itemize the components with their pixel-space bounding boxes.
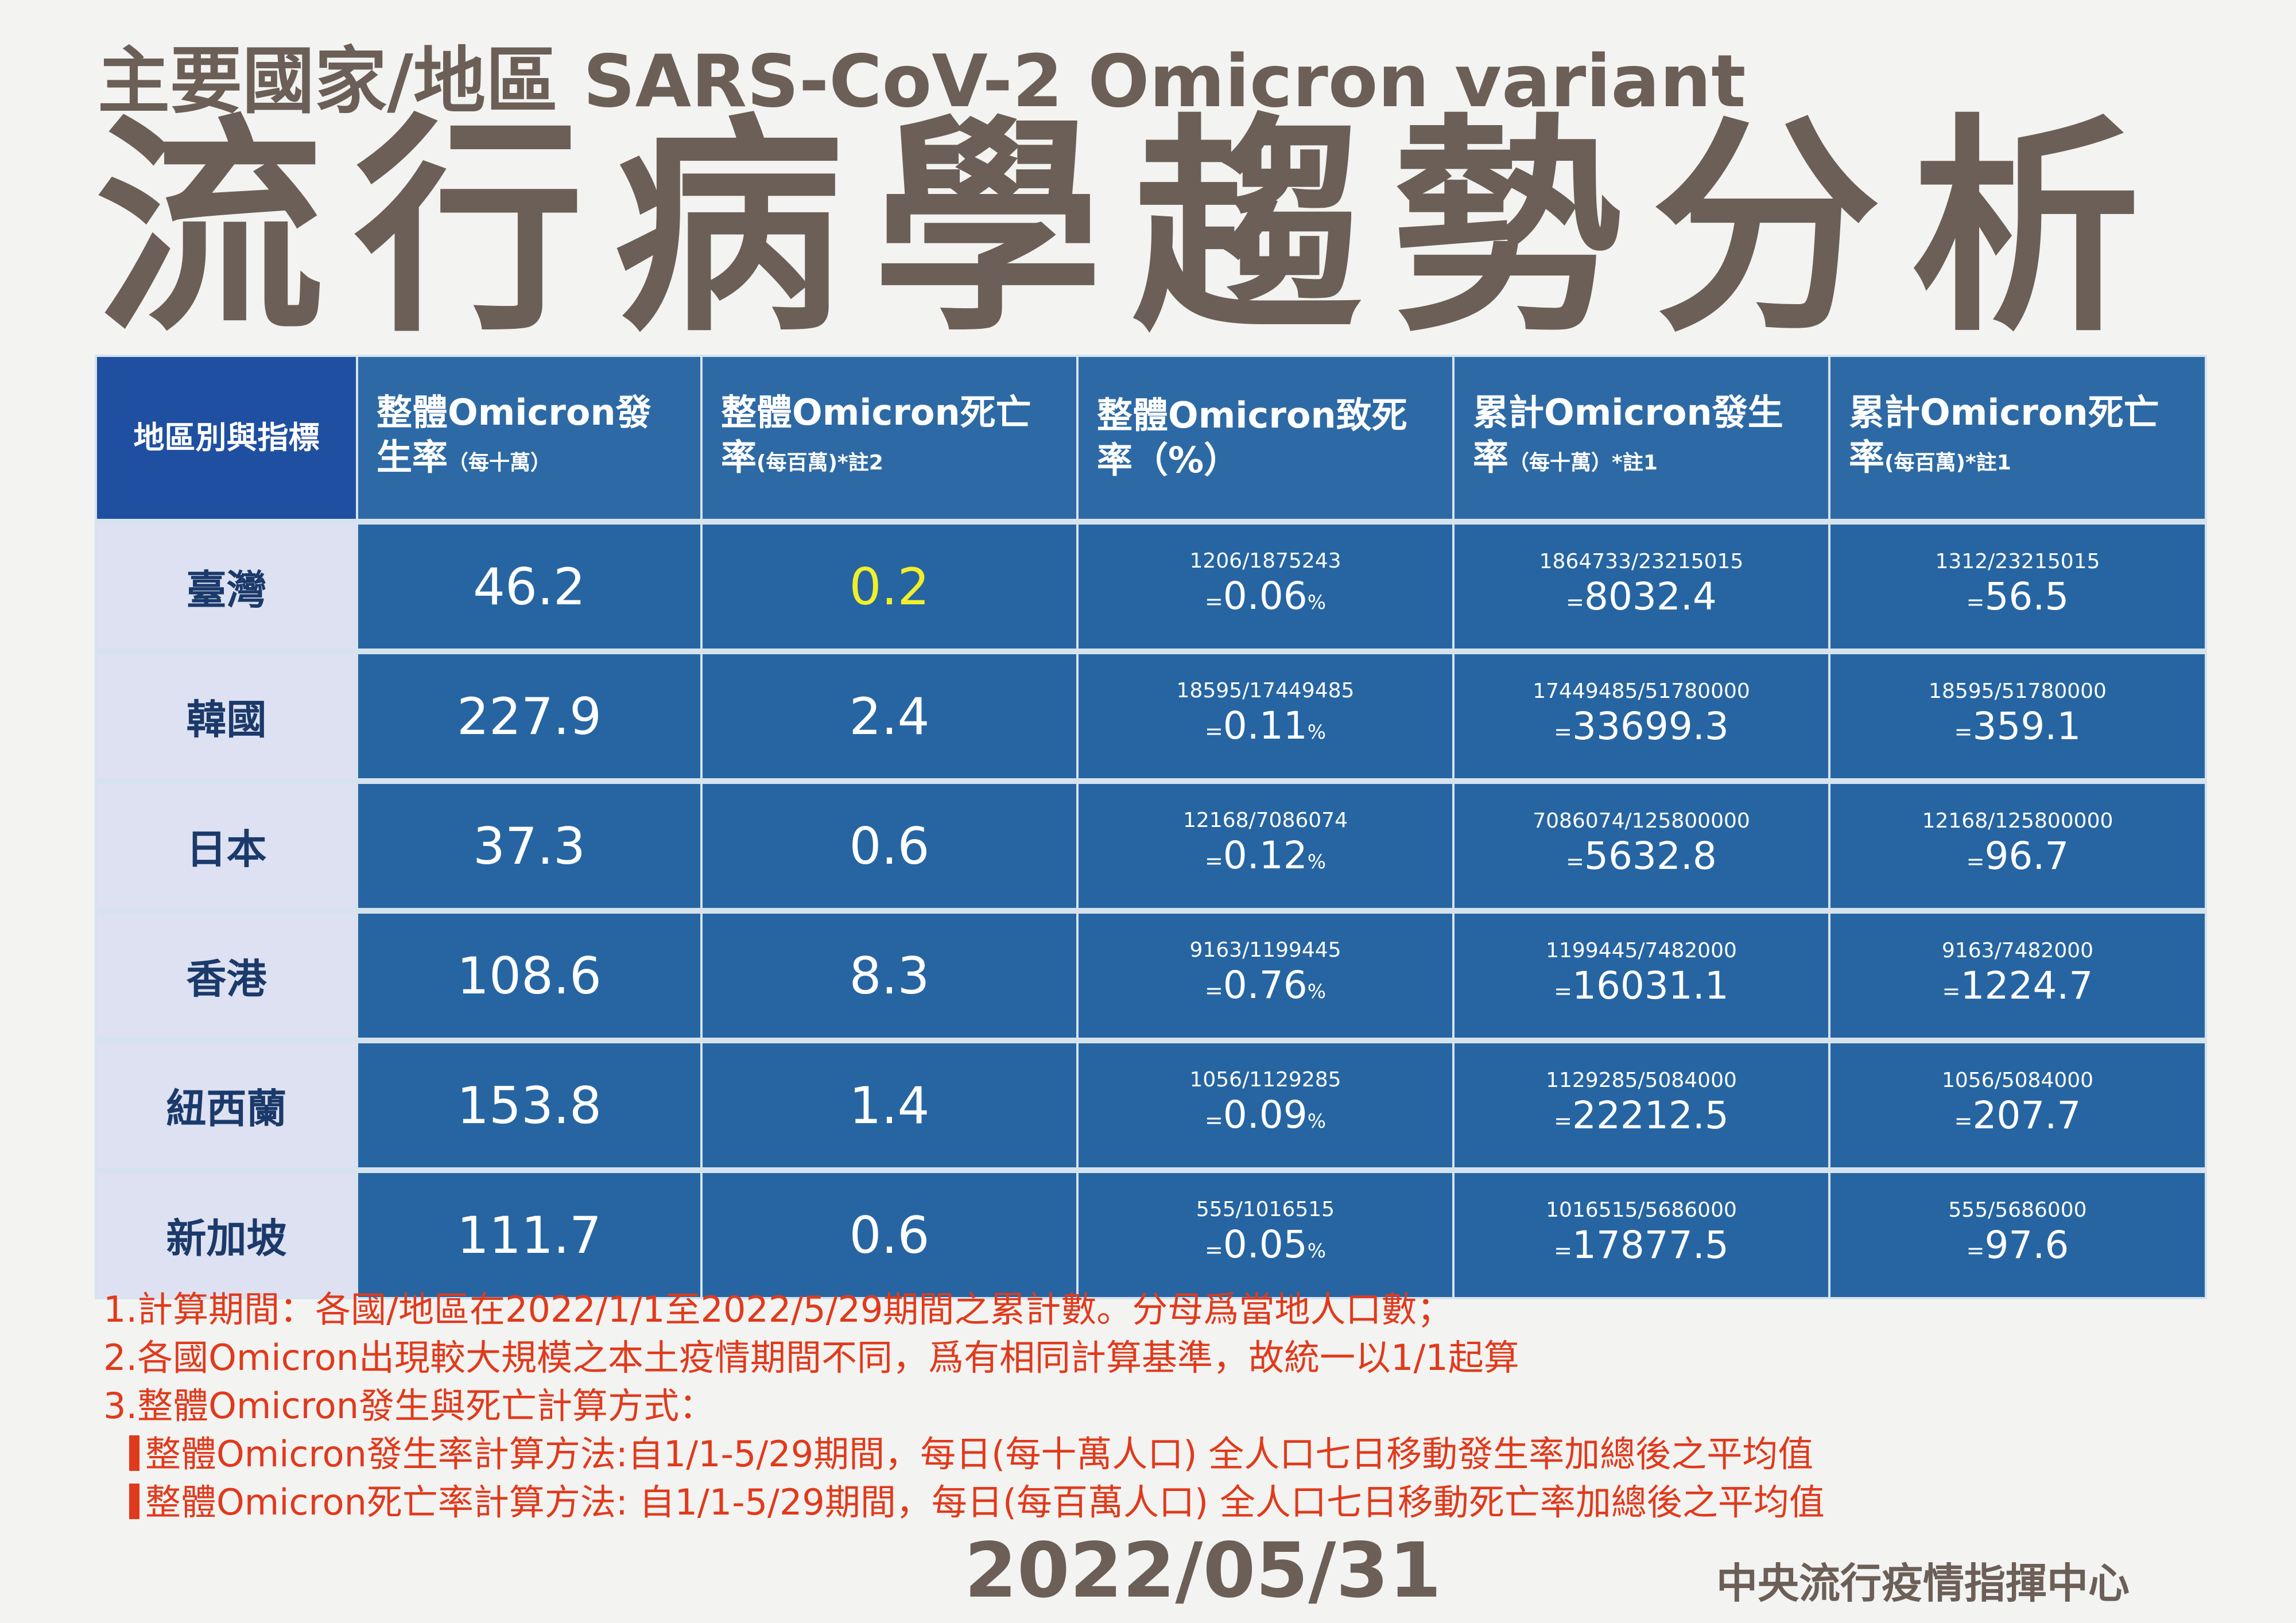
header-mortality: 整體Omicron死亡率(每百萬)*註2 xyxy=(700,355,1079,523)
cfr-cell: 555/1016515 =0.05% xyxy=(1076,1169,1455,1299)
mortality-value: 1.4 xyxy=(700,1039,1079,1171)
table-header-row: 地區別與指標 整體Omicron發生率（每十萬） 整體Omicron死亡率(每百… xyxy=(95,355,2207,523)
cfr-cell: 12168/7086074 =0.12% xyxy=(1076,780,1455,912)
bullet-mark xyxy=(129,1484,139,1519)
table-row: 臺灣 46.2 0.2 1206/1875243 =0.06% 1864733/2… xyxy=(95,521,2207,653)
table-row: 紐西蘭 153.8 1.4 1056/1129285 =0.09% 1129285… xyxy=(95,1039,2207,1171)
mortality-value: 2.4 xyxy=(700,650,1079,782)
cfr-cell: 1056/1129285 =0.09% xyxy=(1076,1039,1455,1171)
cfr-cell: 9163/1199445 =0.76% xyxy=(1076,910,1455,1042)
header-cumulative-incidence: 累計Omicron發生率（每十萬）*註1 xyxy=(1452,355,1830,523)
incidence-value: 46.2 xyxy=(356,521,703,653)
table-row: 韓國 227.9 2.4 18595/17449485 =0.11% 174494… xyxy=(95,650,2207,782)
page-title: 流行病學趨勢分析 xyxy=(95,96,2170,363)
cfr-cell: 18595/17449485 =0.11% xyxy=(1076,650,1455,782)
header-cumulative-mortality: 累計Omicron死亡率(每百萬)*註1 xyxy=(1828,355,2207,523)
omicron-table: 地區別與指標 整體Omicron發生率（每十萬） 整體Omicron死亡率(每百… xyxy=(95,355,2207,1299)
incidence-value: 153.8 xyxy=(356,1039,703,1171)
note-1: 1.計算期間：各國/地區在2022/1/1至2022/5/29期間之累計數。分母… xyxy=(103,1288,1453,1330)
header-region: 地區別與指標 xyxy=(95,355,358,523)
cumulative-incidence-cell: 17449485/51780000 =33699.3 xyxy=(1452,650,1830,782)
cumulative-incidence-cell: 1129285/5084000 =22212.5 xyxy=(1452,1039,1830,1171)
cumulative-mortality-cell: 1312/23215015 =56.5 xyxy=(1828,521,2207,653)
region-name: 日本 xyxy=(95,780,358,912)
cumulative-incidence-cell: 1016515/5686000 =17877.5 xyxy=(1452,1169,1830,1299)
cumulative-mortality-cell: 12168/125800000 =96.7 xyxy=(1828,780,2207,912)
cumulative-incidence-cell: 1199445/7482000 =16031.1 xyxy=(1452,910,1830,1042)
header-incidence: 整體Omicron發生率（每十萬） xyxy=(356,355,703,523)
region-name: 紐西蘭 xyxy=(95,1039,358,1171)
cumulative-mortality-cell: 18595/51780000 =359.1 xyxy=(1828,650,2207,782)
report-date: 2022/05/31 xyxy=(964,1527,1442,1615)
incidence-value: 111.7 xyxy=(356,1169,703,1299)
cumulative-incidence-cell: 7086074/125800000 =5632.8 xyxy=(1452,780,1830,912)
cumulative-mortality-cell: 9163/7482000 =1224.7 xyxy=(1828,910,2207,1042)
note-3: 3.整體Omicron發生與死亡計算方式： xyxy=(103,1385,715,1427)
cumulative-incidence-cell: 1864733/23215015 =8032.4 xyxy=(1452,521,1830,653)
organization-name: 中央流行疫情指揮中心 xyxy=(1716,1559,2130,1608)
region-name: 韓國 xyxy=(95,650,358,782)
note-3a: 整體Omicron發生率計算方法:自1/1-5/29期間，每日(每十萬人口) 全… xyxy=(103,1430,1825,1478)
note-3b: 整體Omicron死亡率計算方法: 自1/1-5/29期間，每日(每百萬人口) … xyxy=(103,1478,1825,1527)
mortality-value: 0.2 xyxy=(700,521,1079,653)
cfr-cell: 1206/1875243 =0.06% xyxy=(1076,521,1455,653)
subtitle: 主要國家/地區 SARS-CoV-2 Omicron variant xyxy=(98,39,1746,123)
region-name: 香港 xyxy=(95,910,358,1042)
incidence-value: 227.9 xyxy=(356,650,703,782)
incidence-value: 37.3 xyxy=(356,780,703,912)
table-row: 新加坡 111.7 0.6 555/1016515 =0.05% 1016515/… xyxy=(95,1169,2207,1299)
table-row: 香港 108.6 8.3 9163/1199445 =0.76% 1199445/… xyxy=(95,910,2207,1042)
region-name: 新加坡 xyxy=(95,1169,358,1299)
incidence-value: 108.6 xyxy=(356,910,703,1042)
notes: 1.計算期間：各國/地區在2022/1/1至2022/5/29期間之累計數。分母… xyxy=(103,1286,1825,1527)
mortality-value: 0.6 xyxy=(700,1169,1079,1299)
region-name: 臺灣 xyxy=(95,521,358,653)
mortality-value: 0.6 xyxy=(700,780,1079,912)
header-cfr: 整體Omicron致死率（%） xyxy=(1076,355,1455,523)
cumulative-mortality-cell: 1056/5084000 =207.7 xyxy=(1828,1039,2207,1171)
table-row: 日本 37.3 0.6 12168/7086074 =0.12% 7086074/… xyxy=(95,780,2207,912)
mortality-value: 8.3 xyxy=(700,910,1079,1042)
note-2: 2.各國Omicron出現較大規模之本土疫情期間不同，爲有相同計算基準，故統一以… xyxy=(103,1337,1519,1379)
bullet-mark xyxy=(129,1435,139,1471)
cumulative-mortality-cell: 555/5686000 =97.6 xyxy=(1828,1169,2207,1299)
